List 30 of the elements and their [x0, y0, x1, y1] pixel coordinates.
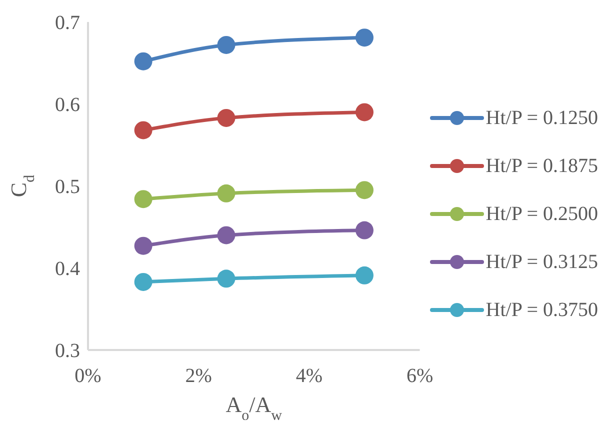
point: [355, 266, 374, 284]
x-tick-label: 2%: [185, 365, 212, 388]
point: [134, 190, 152, 208]
y-tick-label: 0.3: [55, 340, 80, 362]
x-tick-label: 0%: [74, 365, 102, 388]
y-tick-label: 0.7: [55, 12, 80, 34]
point: [217, 270, 236, 288]
x-tick-label: 6%: [406, 365, 434, 388]
legend-label: Ht/P = 0.1875: [486, 154, 598, 178]
point: [355, 181, 374, 200]
point: [134, 121, 152, 140]
point: [134, 272, 152, 291]
y-tick-label: 0.6: [55, 94, 80, 116]
point: [355, 103, 374, 122]
y-tick-label: 0.4: [55, 258, 80, 280]
point: [134, 52, 152, 70]
legend-label: Ht/P = 0.3125: [486, 250, 598, 274]
point: [217, 226, 236, 244]
point: [134, 236, 152, 255]
x-axis-title: A$_{o}$/A$_{w}$: [226, 392, 282, 424]
legend-label: Ht/P = 0.3750: [486, 298, 598, 322]
y-tick-label: 0.5: [55, 176, 80, 198]
point: [217, 108, 236, 127]
x-tick-label: 4%: [296, 365, 323, 388]
legend-label: Ht/P = 0.1250: [486, 106, 598, 130]
point: [217, 184, 236, 202]
legend-label: Ht/P = 0.2500: [486, 202, 598, 226]
point: [355, 28, 374, 47]
point: [217, 36, 236, 54]
point: [355, 221, 374, 240]
